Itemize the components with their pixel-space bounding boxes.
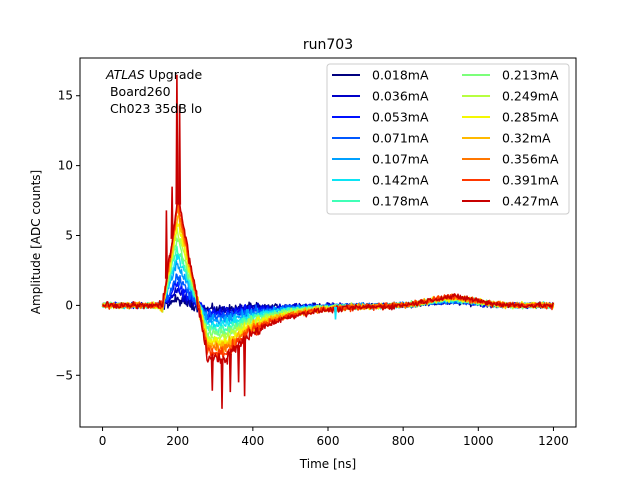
x-tick-label: 200 bbox=[166, 434, 189, 448]
y-tick-label: 10 bbox=[58, 159, 73, 173]
spike-mark bbox=[210, 320, 213, 324]
annotation: ATLAS Upgrade Board260 Ch023 35dB lo bbox=[105, 67, 202, 116]
x-tick-label: 0 bbox=[99, 434, 107, 448]
spike-mark bbox=[178, 105, 182, 205]
spike-mark bbox=[228, 353, 232, 393]
annotation-line3: Ch023 35dB lo bbox=[106, 101, 202, 116]
legend-entry: 0.427mA bbox=[502, 194, 559, 209]
spike-mark bbox=[175, 74, 179, 205]
legend-entry: 0.178mA bbox=[372, 194, 429, 209]
spike-mark bbox=[170, 186, 174, 239]
y-tick-label: 15 bbox=[58, 89, 73, 103]
legend-entry: 0.071mA bbox=[372, 131, 429, 146]
y-axis: −5 0 5 10 15 bbox=[55, 89, 80, 382]
x-tick-label: 400 bbox=[241, 434, 264, 448]
y-tick-label: 5 bbox=[65, 229, 73, 243]
x-axis: 0 200 400 600 800 1000 1200 bbox=[99, 427, 569, 448]
series-layer bbox=[101, 74, 555, 409]
legend-entry: 0.285mA bbox=[502, 110, 559, 125]
spike-mark bbox=[210, 358, 214, 391]
legend-entry: 0.018mA bbox=[372, 68, 429, 83]
y-tick-label: 0 bbox=[65, 298, 73, 312]
legend-entry: 0.107mA bbox=[372, 152, 429, 167]
spike-mark bbox=[220, 358, 224, 409]
legend-entry: 0.356mA bbox=[502, 152, 559, 167]
legend: 0.018mA 0.036mA 0.053mA 0.071mA 0.107mA 0.142… bbox=[326, 63, 570, 215]
x-tick-label: 1200 bbox=[538, 434, 569, 448]
legend-entry: 0.391mA bbox=[502, 173, 559, 188]
legend-entry: 0.036mA bbox=[372, 89, 429, 104]
legend-entry: 0.213mA bbox=[502, 68, 559, 83]
spike-mark bbox=[334, 306, 338, 320]
x-tick-label: 600 bbox=[317, 434, 340, 448]
x-tick-label: 1000 bbox=[463, 434, 494, 448]
spike-mark bbox=[243, 339, 247, 397]
y-tick-label: −5 bbox=[55, 368, 73, 382]
spike-mark bbox=[164, 210, 168, 279]
legend-box bbox=[326, 63, 570, 215]
y-axis-label: Amplitude [ADC counts] bbox=[29, 170, 43, 314]
legend-entry: 0.142mA bbox=[372, 173, 429, 188]
annotation-atlas: ATLAS bbox=[105, 67, 145, 82]
annotation-line1: ATLAS Upgrade bbox=[105, 67, 202, 82]
x-axis-label: Time [ns] bbox=[299, 457, 356, 471]
chart-title: run703 bbox=[303, 37, 353, 53]
legend-entry: 0.249mA bbox=[502, 89, 559, 104]
x-tick-label: 800 bbox=[392, 434, 415, 448]
annotation-upgrade: Upgrade bbox=[145, 67, 203, 82]
legend-entry: 0.053mA bbox=[372, 110, 429, 125]
spike-mark bbox=[237, 345, 241, 383]
annotation-line2: Board260 bbox=[106, 84, 171, 99]
legend-entry: 0.32mA bbox=[502, 131, 551, 146]
